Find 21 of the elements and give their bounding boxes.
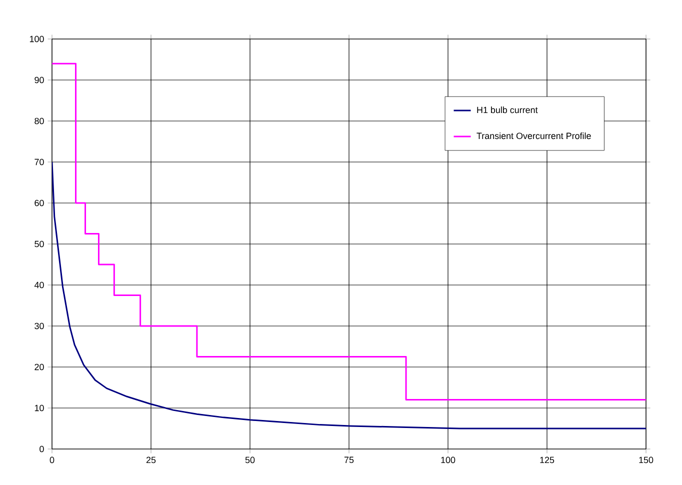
y-tick-label: 30 (34, 322, 44, 330)
y-tick-label: 10 (34, 404, 44, 412)
y-tick-label: 80 (34, 118, 44, 124)
y-tick-label: 20 (34, 364, 44, 370)
x-tick-label: 50 (245, 456, 255, 464)
x-tick-label: 0 (50, 456, 54, 464)
y-tick-label: 100 (30, 36, 44, 42)
y-tick-label: 0 (40, 446, 44, 452)
y-tick-label: 60 (34, 200, 44, 206)
x-tick-label: 150 (639, 456, 654, 464)
x-tick-label: 75 (344, 456, 354, 464)
x-tick-label: 100 (441, 456, 456, 464)
x-tick-label: 125 (540, 456, 554, 464)
y-tick-label: 90 (34, 76, 44, 84)
y-tick-label: 70 (34, 158, 44, 166)
legend-label: Transient Overcurrent Profile (476, 132, 591, 140)
line-series (52, 161, 646, 430)
y-tick-label: 40 (34, 282, 44, 288)
x-tick-label: 25 (146, 456, 156, 464)
y-tick-label: 50 (34, 240, 44, 248)
legend-label: H1 bulb current (477, 106, 538, 114)
